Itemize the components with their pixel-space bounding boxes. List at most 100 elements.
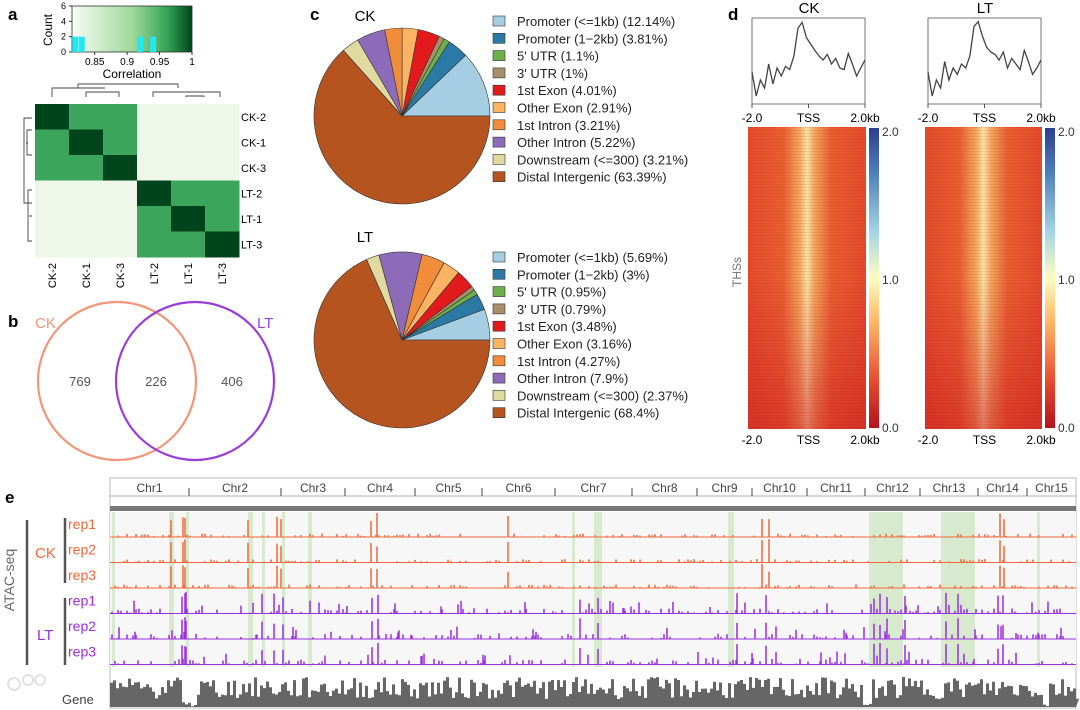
color-key <box>71 5 193 53</box>
key-histogram-bar <box>78 36 85 52</box>
legend-label: Other Intron (7.9%) <box>517 371 628 386</box>
legend-swatch <box>492 102 506 113</box>
legend-swatch <box>492 320 506 332</box>
heatmap-row-label: CK-3 <box>241 163 266 175</box>
watermark <box>7 674 46 691</box>
heatmap-cell <box>35 155 70 181</box>
signal-track <box>123 539 1070 563</box>
heatmap-cell <box>171 206 206 232</box>
pie-title-ck: CK <box>355 8 376 25</box>
highlight-region <box>112 512 115 667</box>
heatmap-cell <box>205 206 240 232</box>
legend-label: 5' UTR (1.1%) <box>517 49 599 64</box>
heatmap-row-label: LT-1 <box>241 214 262 226</box>
key-ytick-label: 6 <box>61 1 66 11</box>
heatmap-col-label: LT-1 <box>183 263 195 284</box>
heatmap-col-label: CK-2 <box>47 263 59 288</box>
heatmap-cell <box>137 129 172 156</box>
highlight-region <box>248 512 253 667</box>
legend-label: 1st Intron (3.21%) <box>517 118 620 133</box>
legend-swatch <box>492 50 506 61</box>
heatmap-row-label: LT-3 <box>241 239 262 251</box>
highlight-region <box>941 512 975 667</box>
profile-title-ck: CK <box>799 0 820 17</box>
colorbar-tick-label: 2.0 <box>1058 125 1075 139</box>
colorbar-tick-label: 1.0 <box>1058 273 1075 287</box>
legend-swatch <box>492 67 506 79</box>
highlight-region <box>262 512 265 667</box>
legend-label: Downstream (<=300) (3.21%) <box>517 152 688 167</box>
correlation-heatmap-panel: Count Correlation 0.85 0.9 0.95 1 0 2 4 6 CK-2 C… <box>23 1 266 288</box>
highlight-region <box>1037 512 1040 667</box>
replicate-label: rep2 <box>68 618 96 634</box>
profile-xtick-label: 2.0kb <box>850 111 880 125</box>
annotation-pies: CK LT Promoter (<=1kb) (12.14%) Promoter … <box>313 8 688 429</box>
heatmap-cell <box>103 155 138 181</box>
heatmap-cell <box>171 155 206 181</box>
key-histogram-bar <box>72 36 79 52</box>
chromosome-label: Chr6 <box>505 481 531 495</box>
replicate-label: rep3 <box>68 567 96 583</box>
chromosome-label: Chr10 <box>763 481 796 495</box>
key-xtick-label: 1 <box>189 57 195 68</box>
replicate-label: rep1 <box>68 516 96 532</box>
chromosome-label: Chr2 <box>222 481 248 495</box>
legend-label: 1st Exon (3.48%) <box>517 319 617 334</box>
legend-swatch <box>492 390 506 401</box>
legend-swatch <box>492 286 506 297</box>
legend-label: 3' UTR (1%) <box>517 66 588 81</box>
heatmap-cell <box>35 231 70 258</box>
profile-xtick-label: 2.0kb <box>1026 111 1056 125</box>
pie-slice <box>401 54 491 117</box>
legend-swatch <box>492 372 506 384</box>
venn-circle-lt <box>114 300 276 462</box>
venn-count-shared: 226 <box>145 374 167 389</box>
venn-label-lt: LT <box>257 315 273 332</box>
venn-diagram: CK LT 769 226 406 <box>35 300 276 462</box>
chromosome-label: Chr14 <box>986 481 1019 495</box>
heatmap-cell <box>171 231 206 258</box>
key-ytick-label: 2 <box>61 32 66 42</box>
legend-swatch <box>492 268 506 280</box>
replicate-label: rep2 <box>68 542 96 558</box>
legend-swatch <box>492 407 506 419</box>
heatmap-cell <box>205 155 240 181</box>
chromosome-label: Chr13 <box>933 481 966 495</box>
legend-label: 1st Intron (4.27%) <box>517 354 620 369</box>
heatmap-col-label: CK-1 <box>81 263 93 288</box>
heatmap-cell <box>35 104 70 130</box>
chromosome-label: Chr3 <box>300 481 326 495</box>
key-xlabel: Correlation <box>103 67 162 81</box>
atac-seq-label: ATAC-seq <box>1 549 17 612</box>
profile-line-lt <box>927 20 1042 97</box>
heatmap-ylabel: THSs <box>730 257 744 287</box>
legend-swatch <box>492 136 506 148</box>
colorbar-tick-label: 0.0 <box>1058 421 1075 435</box>
legend-label: Other Exon (2.91%) <box>517 101 632 116</box>
heatmap-cell <box>69 104 104 130</box>
venn-circle-ck <box>36 300 198 462</box>
pie-title-lt: LT <box>357 229 373 246</box>
heatmap-cell <box>35 206 70 232</box>
heatmap-cell <box>103 180 138 207</box>
tss-heatmap-ck <box>748 127 866 429</box>
panel-label-b: b <box>8 312 18 331</box>
heatmap-xtick-label: TSS <box>973 433 996 447</box>
heatmap-xtick-label: 2.0kb <box>1026 433 1056 447</box>
colorbar-tick-label: 0.0 <box>882 421 899 435</box>
chromosome-label: Chr8 <box>651 481 677 495</box>
panel-label-c: c <box>310 5 319 24</box>
heatmap-cell <box>137 180 172 207</box>
key-xtick-label: 0.85 <box>85 57 105 68</box>
profile-xtick-label: TSS <box>973 111 996 125</box>
heatmap-row-label: CK-1 <box>241 137 266 149</box>
venn-count-lt-only: 406 <box>221 374 243 389</box>
replicate-label: rep1 <box>68 593 96 609</box>
key-xtick-label: 0.9 <box>120 57 134 68</box>
legend-label: Downstream (<=300) (2.37%) <box>517 388 688 403</box>
legend-label: 3' UTR (0.79%) <box>517 302 606 317</box>
heatmap-cell <box>69 231 104 258</box>
key-xtick-label: 0.95 <box>150 57 170 68</box>
heatmap-cell <box>103 231 138 258</box>
genome-tracks-panel: Chr1 Chr2 Chr3 Chr4 Chr5 Chr6 Chr7 Chr8 Chr9 Chr1… <box>1 477 1079 709</box>
